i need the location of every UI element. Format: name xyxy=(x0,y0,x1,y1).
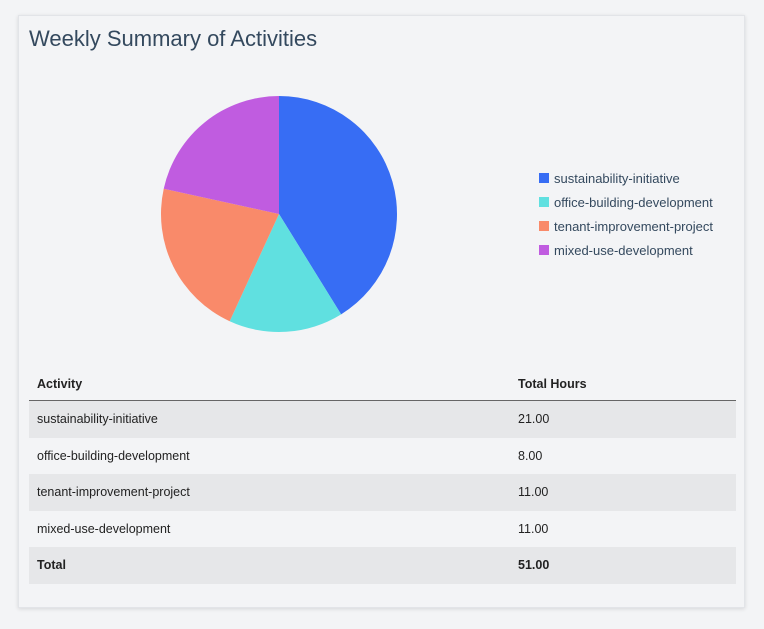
cell-hours: 11.00 xyxy=(510,474,736,511)
pie-slice-tenant-improvement-project[interactable] xyxy=(161,188,279,322)
legend-label: tenant-improvement-project xyxy=(554,218,713,234)
cell-activity: sustainability-initiative xyxy=(29,400,510,438)
cell-activity: mixed-use-development xyxy=(37,521,171,536)
total-hours: 51.00 xyxy=(510,547,736,584)
total-label: Total xyxy=(29,547,510,584)
table-row: sustainability-initiative 21.00 xyxy=(29,400,736,438)
legend-item[interactable]: tenant-improvement-project xyxy=(539,214,713,238)
table-row: tenant-improvement-project 11.00 xyxy=(29,474,736,511)
activity-table: Activity Total Hours sustainability-init… xyxy=(29,368,736,584)
cell-hours: 11.00 xyxy=(518,521,549,536)
table-header: Activity Total Hours xyxy=(29,368,736,401)
pie-slice-office-building-development[interactable] xyxy=(229,214,342,333)
cell-hours: 21.00 xyxy=(510,400,736,438)
total-row: Total 51.00 xyxy=(29,547,736,584)
pie-slice-sustainability-initiative[interactable] xyxy=(279,96,397,315)
legend-swatch xyxy=(539,221,549,231)
legend-swatch xyxy=(539,173,549,183)
legend-item[interactable]: sustainability-initiative xyxy=(539,166,713,190)
legend-label: office-building-development xyxy=(554,194,713,210)
legend-swatch xyxy=(539,245,549,255)
legend-label: sustainability-initiative xyxy=(554,170,680,186)
table-row: office-building-development 8.00 xyxy=(29,438,736,475)
legend: sustainability-initiative office-building… xyxy=(539,166,713,262)
header-total-hours: Total Hours xyxy=(510,368,736,401)
legend-label: mixed-use-development xyxy=(554,242,693,258)
cell-activity: tenant-improvement-project xyxy=(29,474,510,511)
cell-activity: office-building-development xyxy=(37,448,190,463)
legend-item[interactable]: office-building-development xyxy=(539,190,713,214)
header-activity: Activity xyxy=(29,368,510,401)
table-row: mixed-use-development 11.00 xyxy=(29,511,736,548)
cell-hours: 8.00 xyxy=(518,448,543,463)
pie-chart xyxy=(161,96,397,333)
legend-item[interactable]: mixed-use-development xyxy=(539,238,713,262)
pie-slice-mixed-use-development[interactable] xyxy=(163,96,279,214)
legend-swatch xyxy=(539,197,549,207)
page-title: Weekly Summary of Activities xyxy=(29,26,318,51)
summary-card: Weekly Summary of Activities sustainabil… xyxy=(18,15,745,608)
